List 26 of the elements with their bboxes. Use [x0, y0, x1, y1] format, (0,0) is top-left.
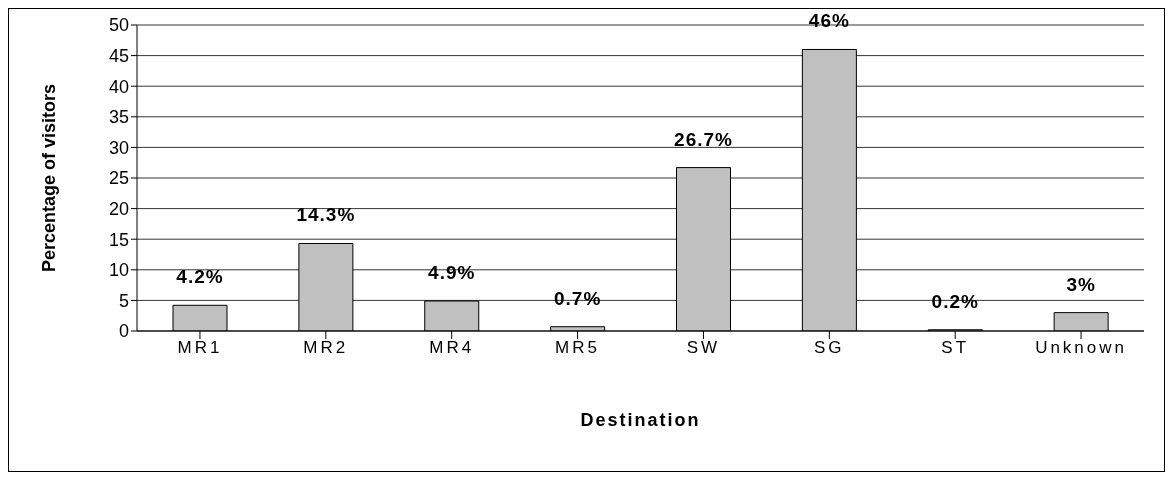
x-tick-label: MR4: [429, 338, 475, 358]
y-tick-label: 5: [118, 290, 129, 311]
x-tick-label: SG: [814, 338, 845, 358]
y-axis-title: Percentage of visitors: [39, 83, 60, 273]
x-tick-label: Unknown: [1035, 338, 1127, 358]
y-tick-label: 25: [108, 168, 129, 189]
y-tick-label: 50: [108, 15, 129, 36]
x-tick-label: MR1: [177, 338, 223, 358]
x-tick-label: SW: [686, 338, 721, 358]
y-tick-label: 20: [108, 198, 129, 219]
y-tick-label: 10: [108, 260, 129, 281]
x-tick-label: MR2: [303, 338, 349, 358]
y-tick-label: 0: [118, 321, 129, 342]
x-axis-title: Destination: [580, 410, 701, 430]
x-tick-label: ST: [941, 338, 970, 358]
data-label: 14.3%: [296, 204, 356, 226]
y-tick-label: 15: [108, 229, 129, 250]
y-tick-label: 35: [108, 107, 129, 128]
y-tick-label: 40: [108, 76, 129, 97]
x-tick-label: MR5: [555, 338, 601, 358]
y-tick-label: 30: [108, 137, 129, 158]
data-label: 46%: [808, 10, 850, 32]
data-label: 26.7%: [674, 128, 733, 150]
y-tick-label: 45: [108, 45, 129, 66]
data-label: 4.2%: [176, 266, 224, 288]
data-label: 3%: [1066, 273, 1096, 295]
